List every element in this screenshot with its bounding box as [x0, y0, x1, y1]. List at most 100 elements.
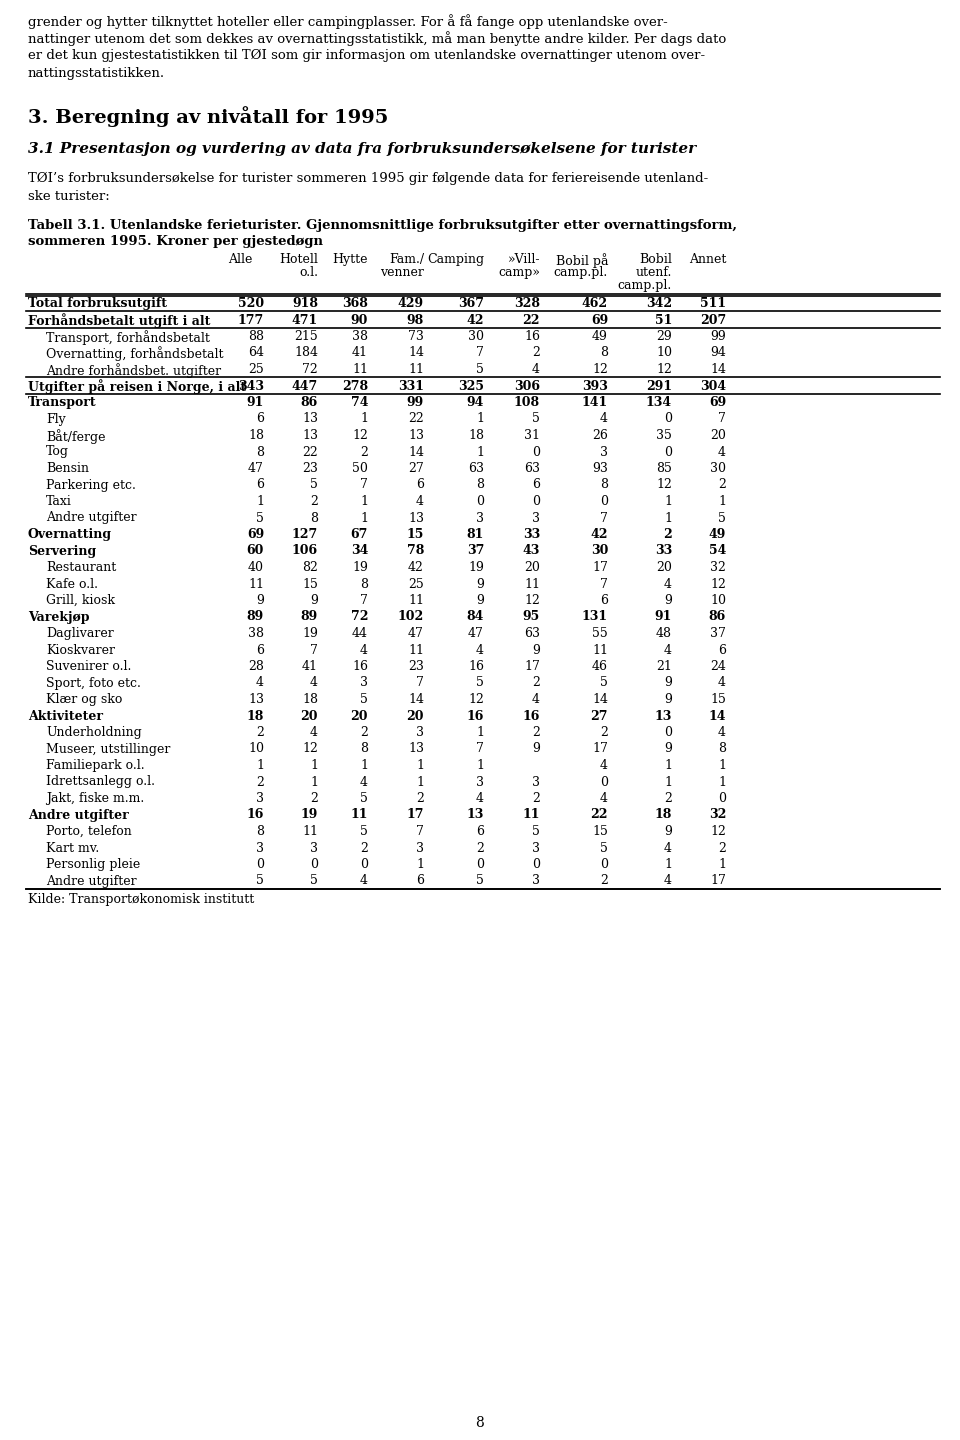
Text: 177: 177 [238, 314, 264, 327]
Text: 27: 27 [408, 462, 424, 475]
Text: 4: 4 [664, 841, 672, 854]
Text: 3: 3 [416, 841, 424, 854]
Text: 4: 4 [600, 792, 608, 805]
Text: 0: 0 [476, 858, 484, 871]
Text: 343: 343 [238, 380, 264, 393]
Text: 520: 520 [238, 297, 264, 310]
Text: 108: 108 [514, 396, 540, 409]
Text: 18: 18 [302, 693, 318, 706]
Text: Andre utgifter: Andre utgifter [28, 808, 129, 821]
Text: 1: 1 [476, 445, 484, 458]
Text: 4: 4 [360, 776, 368, 789]
Text: nattingsstatistikken.: nattingsstatistikken. [28, 66, 165, 79]
Text: 35: 35 [656, 429, 672, 442]
Text: 1: 1 [360, 759, 368, 772]
Text: 69: 69 [590, 314, 608, 327]
Text: 94: 94 [710, 347, 726, 360]
Text: 32: 32 [710, 562, 726, 575]
Text: 30: 30 [710, 462, 726, 475]
Text: 16: 16 [522, 710, 540, 723]
Text: 17: 17 [710, 874, 726, 887]
Text: 8: 8 [600, 347, 608, 360]
Text: 7: 7 [476, 743, 484, 756]
Text: Klær og sko: Klær og sko [46, 693, 122, 706]
Text: 16: 16 [468, 660, 484, 672]
Text: 3: 3 [532, 511, 540, 524]
Text: 51: 51 [655, 314, 672, 327]
Text: 6: 6 [416, 874, 424, 887]
Text: 54: 54 [708, 544, 726, 557]
Text: 4: 4 [532, 363, 540, 376]
Text: 13: 13 [408, 743, 424, 756]
Text: Personlig pleie: Personlig pleie [46, 858, 140, 871]
Text: 4: 4 [718, 445, 726, 458]
Text: 4: 4 [718, 726, 726, 739]
Text: 1: 1 [476, 726, 484, 739]
Text: Underholdning: Underholdning [46, 726, 142, 739]
Text: 9: 9 [664, 593, 672, 608]
Text: 11: 11 [248, 577, 264, 590]
Text: 1: 1 [310, 776, 318, 789]
Text: 1: 1 [360, 412, 368, 425]
Text: 11: 11 [352, 363, 368, 376]
Text: 3. Beregning av nivåtall for 1995: 3. Beregning av nivåtall for 1995 [28, 107, 389, 127]
Text: 4: 4 [360, 874, 368, 887]
Text: 98: 98 [407, 314, 424, 327]
Text: 84: 84 [467, 611, 484, 624]
Text: 4: 4 [718, 677, 726, 690]
Text: Familiepark o.l.: Familiepark o.l. [46, 759, 145, 772]
Text: ske turister:: ske turister: [28, 190, 109, 203]
Text: venner: venner [380, 266, 424, 279]
Text: Bensin: Bensin [46, 462, 89, 475]
Text: 5: 5 [476, 874, 484, 887]
Text: er det kun gjestestatistikken til TØI som gir informasjon om utenlandske overnat: er det kun gjestestatistikken til TØI so… [28, 49, 706, 62]
Text: 207: 207 [700, 314, 726, 327]
Text: 20: 20 [524, 562, 540, 575]
Text: 1: 1 [664, 776, 672, 789]
Text: 1: 1 [718, 495, 726, 508]
Text: 5: 5 [600, 841, 608, 854]
Text: Jakt, fiske m.m.: Jakt, fiske m.m. [46, 792, 144, 805]
Text: 0: 0 [532, 495, 540, 508]
Text: 67: 67 [350, 528, 368, 541]
Text: 106: 106 [292, 544, 318, 557]
Text: 3: 3 [256, 792, 264, 805]
Text: 19: 19 [300, 808, 318, 821]
Text: 1: 1 [718, 759, 726, 772]
Text: 6: 6 [416, 478, 424, 491]
Text: 131: 131 [582, 611, 608, 624]
Text: 9: 9 [664, 825, 672, 838]
Text: Andre utgifter: Andre utgifter [46, 511, 136, 524]
Text: 102: 102 [397, 611, 424, 624]
Text: 49: 49 [708, 528, 726, 541]
Text: 2: 2 [664, 792, 672, 805]
Text: 7: 7 [310, 644, 318, 657]
Text: Båt/ferge: Båt/ferge [46, 429, 106, 444]
Text: 0: 0 [600, 495, 608, 508]
Text: 14: 14 [710, 363, 726, 376]
Text: 6: 6 [476, 825, 484, 838]
Text: 16: 16 [247, 808, 264, 821]
Text: Kilde: Transportøkonomisk institutt: Kilde: Transportøkonomisk institutt [28, 893, 254, 906]
Text: 47: 47 [468, 626, 484, 639]
Text: Idrettsanlegg o.l.: Idrettsanlegg o.l. [46, 776, 155, 789]
Text: Tabell 3.1. Utenlandske ferieturister. Gjennomsnittlige forbruksutgifter etter o: Tabell 3.1. Utenlandske ferieturister. G… [28, 219, 737, 232]
Text: 25: 25 [249, 363, 264, 376]
Text: 4: 4 [416, 495, 424, 508]
Text: Hytte: Hytte [332, 253, 368, 266]
Text: 13: 13 [467, 808, 484, 821]
Text: 12: 12 [302, 743, 318, 756]
Text: Bobil på: Bobil på [556, 253, 608, 268]
Text: 0: 0 [600, 858, 608, 871]
Text: 1: 1 [718, 776, 726, 789]
Text: Kafe o.l.: Kafe o.l. [46, 577, 98, 590]
Text: 72: 72 [350, 611, 368, 624]
Text: 22: 22 [302, 445, 318, 458]
Text: 32: 32 [708, 808, 726, 821]
Text: Servering: Servering [28, 544, 96, 557]
Text: 13: 13 [302, 412, 318, 425]
Text: Porto, telefon: Porto, telefon [46, 825, 132, 838]
Text: 11: 11 [350, 808, 368, 821]
Text: 8: 8 [360, 743, 368, 756]
Text: 12: 12 [352, 429, 368, 442]
